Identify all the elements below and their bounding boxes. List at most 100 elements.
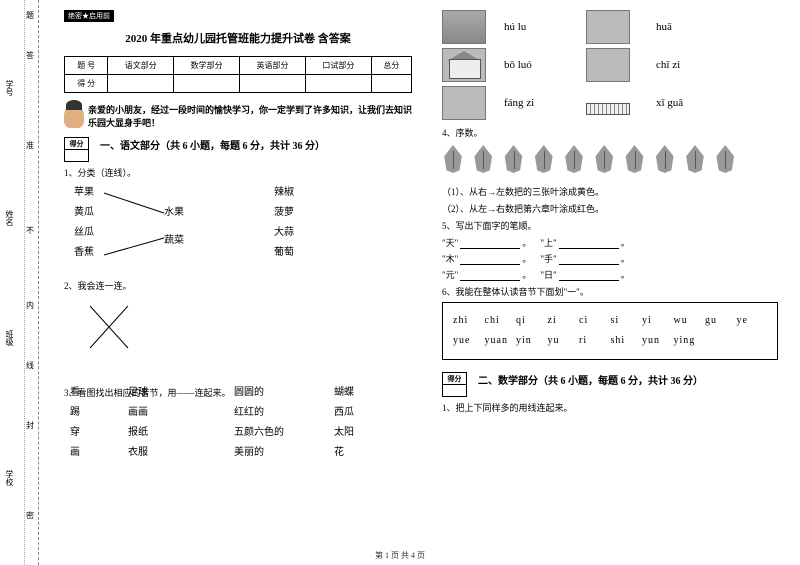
qb1-head: 1、把上下同样多的用线连起来。 [442, 401, 778, 414]
pinyin-grid: hú lu huā bō luó chǐ zi fáng zi xī guā [442, 10, 778, 120]
m2: 穿 [70, 423, 80, 443]
m1-l: 丝瓜 [74, 223, 94, 243]
secret-label: 绝密★启用前 [64, 10, 114, 22]
page: 绝密★启用前 2020 年重点幼儿园托管班能力提升试卷 含答案 题 号 语文部分… [58, 0, 790, 565]
leaf-icon [654, 145, 676, 173]
cell [305, 75, 371, 93]
q4a: （1）、从右→左数把的三张叶涂成黄色。 [442, 185, 778, 198]
q1-match: 苹果 黄瓜 丝瓜 香蕉 水果 蔬菜 辣椒 菠萝 大蒜 葡萄 [64, 183, 412, 275]
m2: 圆圆的 [234, 383, 284, 403]
section-b-title: 二、数学部分（共 6 小题，每题 6 分，共计 36 分） [478, 376, 703, 387]
m2: 踢 [70, 403, 80, 423]
q5-head: 5、写出下面字的笔顺。 [442, 219, 778, 232]
pinyin: xī guā [656, 97, 726, 109]
img-gourd [442, 86, 486, 120]
pinyin: huā [656, 21, 726, 33]
q2-lines [64, 296, 384, 380]
bind-label-class: 班级 [4, 330, 15, 346]
pinyin: chǐ zi [656, 59, 726, 71]
right-column: hú lu huā bō luó chǐ zi fáng zi xī guā 4… [424, 0, 790, 565]
m2: 太阳 [334, 423, 354, 443]
m2: 五颜六色的 [234, 423, 284, 443]
m2: 西瓜 [334, 403, 354, 423]
bind-line-1 [38, 0, 39, 565]
bind-label-xuehao: 学号 [4, 80, 15, 96]
q6-head: 6、我能在整体认读音节下面划"一"。 [442, 285, 778, 298]
score-table: 题 号 语文部分 数学部分 英语部分 口试部分 总分 得 分 [64, 56, 412, 93]
m1-l: 香蕉 [74, 243, 94, 263]
m1-r: 辣椒 [274, 183, 294, 203]
cell: 得 分 [65, 75, 108, 93]
img-leaf [586, 48, 630, 82]
page-footer: 第 1 页 共 4 页 [0, 550, 800, 561]
m2: 画 [70, 443, 80, 463]
bind-t3: 准 [26, 140, 34, 151]
m1-l: 苹果 [74, 183, 94, 203]
m1-r: 大蒜 [274, 223, 294, 243]
pinyin: hú lu [504, 21, 574, 33]
m1-r: 葡萄 [274, 243, 294, 263]
bind-t5: 内 [26, 300, 34, 311]
cell: 语文部分 [108, 57, 174, 75]
pinyin: bō luó [504, 59, 574, 71]
exam-title: 2020 年重点幼儿园托管班能力提升试卷 含答案 [64, 30, 412, 46]
intro: 亲爱的小朋友，经过一段时间的愉快学习，你一定学到了许多知识，让我们去知识乐园大显… [64, 103, 412, 129]
bind-t4: 不 [26, 225, 34, 236]
binding-margin: 学号 姓名 班级 学校 题 答 准 不 内 线 封 密 [0, 0, 48, 565]
cell [108, 75, 174, 93]
cell: 题 号 [65, 57, 108, 75]
leaf-icon [714, 145, 736, 173]
intro-text: 亲爱的小朋友，经过一段时间的愉快学习，你一定学到了许多知识，让我们去知识乐园大显… [88, 103, 412, 129]
left-column: 绝密★启用前 2020 年重点幼儿园托管班能力提升试卷 含答案 题 号 语文部分… [58, 0, 424, 565]
cell [240, 75, 306, 93]
stroke-row: "元"。 "日"。 [442, 268, 778, 281]
bind-label-name: 姓名 [4, 210, 15, 226]
q4b: （2）、从左→右数把第六章叶涂成红色。 [442, 202, 778, 215]
bind-t7: 封 [26, 420, 34, 431]
q4-head: 4、序数。 [442, 126, 778, 139]
score-row-header: 题 号 语文部分 数学部分 英语部分 口试部分 总分 [65, 57, 412, 75]
m2: 足球 [128, 383, 148, 403]
img-house [442, 48, 486, 82]
bind-t2: 答 [26, 50, 34, 61]
pinyin: fáng zi [504, 97, 574, 109]
m2: 花 [334, 443, 354, 463]
leaf-icon [624, 145, 646, 173]
cell [174, 75, 240, 93]
q1-lines [64, 183, 364, 273]
m1-l: 黄瓜 [74, 203, 94, 223]
section-b: 得分 二、数学部分（共 6 小题，每题 6 分，共计 36 分） [442, 372, 778, 397]
leaf-icon [472, 145, 494, 173]
pinyin-box: zhi chi qi zi ci si yi wu gu ye yue yuan… [442, 302, 778, 360]
section-a: 得分 一、语文部分（共 6 小题，每题 6 分，共计 36 分） [64, 137, 412, 162]
img-pineapple [442, 10, 486, 44]
m1-m: 蔬菜 [164, 231, 184, 251]
cell: 数学部分 [174, 57, 240, 75]
m1-m: 水果 [164, 203, 184, 223]
stroke-row: "天"。 "上"。 [442, 236, 778, 249]
cell: 英语部分 [240, 57, 306, 75]
m2: 衣服 [128, 443, 148, 463]
m1-r: 菠萝 [274, 203, 294, 223]
stroke-row: "木"。 "手"。 [442, 252, 778, 265]
score-box: 得分 [442, 372, 472, 397]
teacher-icon [64, 104, 84, 128]
leaf-icon [563, 145, 585, 173]
m2: 红红的 [234, 403, 284, 423]
leaf-icon [533, 145, 555, 173]
bind-t8: 密 [26, 510, 34, 521]
q1-head: 1、分类（连线）。 [64, 166, 412, 179]
leaf-icon [442, 145, 464, 173]
m2: 美丽的 [234, 443, 284, 463]
score-row-values: 得 分 [65, 75, 412, 93]
section-a-title: 一、语文部分（共 6 小题，每题 6 分，共计 36 分） [100, 141, 325, 152]
m2: 报纸 [128, 423, 148, 443]
leaf-icon [503, 145, 525, 173]
m2: 蝴蝶 [334, 383, 354, 403]
leaf-row [442, 145, 778, 179]
bind-t1: 题 [26, 10, 34, 21]
m2: 看 [70, 383, 80, 403]
img-ruler [586, 103, 630, 115]
bind-line-2 [24, 0, 25, 565]
cell [371, 75, 411, 93]
